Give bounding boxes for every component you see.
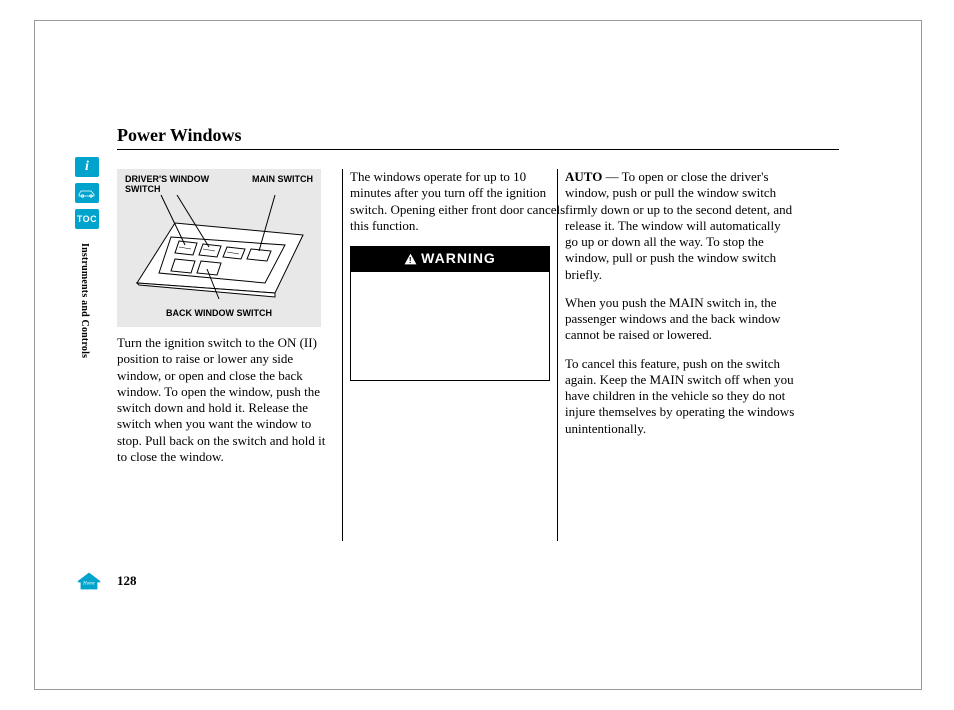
section-side-label: Instruments and Controls <box>79 243 90 358</box>
svg-text:!: ! <box>409 256 412 265</box>
column-1: DRIVER'S WINDOW SWITCH MAIN SWITCH <box>117 169 335 477</box>
warning-label-text: WARNING <box>421 250 496 268</box>
home-label-text: Home <box>82 582 96 587</box>
body-text: To cancel this feature, push on the swit… <box>565 356 795 437</box>
switch-panel-illustration-icon <box>125 191 313 303</box>
warning-header: ! WARNING <box>351 247 549 272</box>
page-number: 128 <box>117 573 137 589</box>
warning-body <box>351 272 549 380</box>
body-text: The windows operate for up to 10 minutes… <box>350 169 568 234</box>
auto-label: AUTO <box>565 169 602 184</box>
diagram-label-back: BACK WINDOW SWITCH <box>117 309 321 319</box>
switch-diagram: DRIVER'S WINDOW SWITCH MAIN SWITCH <box>117 169 321 327</box>
info-icon[interactable]: i <box>75 157 99 177</box>
column-2: The windows operate for up to 10 minutes… <box>350 169 568 381</box>
body-text: When you push the MAIN switch in, the pa… <box>565 295 795 344</box>
column-3: AUTO — To open or close the driver's win… <box>565 169 795 449</box>
body-text: AUTO — To open or close the driver's win… <box>565 169 795 283</box>
toc-button[interactable]: TOC <box>75 209 99 229</box>
column-divider <box>342 169 343 541</box>
home-icon[interactable]: Home <box>75 571 103 591</box>
diagram-label-main: MAIN SWITCH <box>252 175 313 185</box>
body-text-run: — To open or close the driver's window, … <box>565 169 792 282</box>
vehicle-icon[interactable] <box>75 183 99 203</box>
manual-page: Power Windows i TOC Instruments and Cont… <box>34 20 922 690</box>
title-underline <box>117 149 839 150</box>
warning-triangle-icon: ! <box>404 253 417 265</box>
car-glyph-icon <box>77 187 97 199</box>
body-text: Turn the ignition switch to the ON (II) … <box>117 335 335 465</box>
warning-box: ! WARNING <box>350 246 550 381</box>
side-nav: i TOC <box>75 157 101 235</box>
page-title: Power Windows <box>117 125 242 146</box>
